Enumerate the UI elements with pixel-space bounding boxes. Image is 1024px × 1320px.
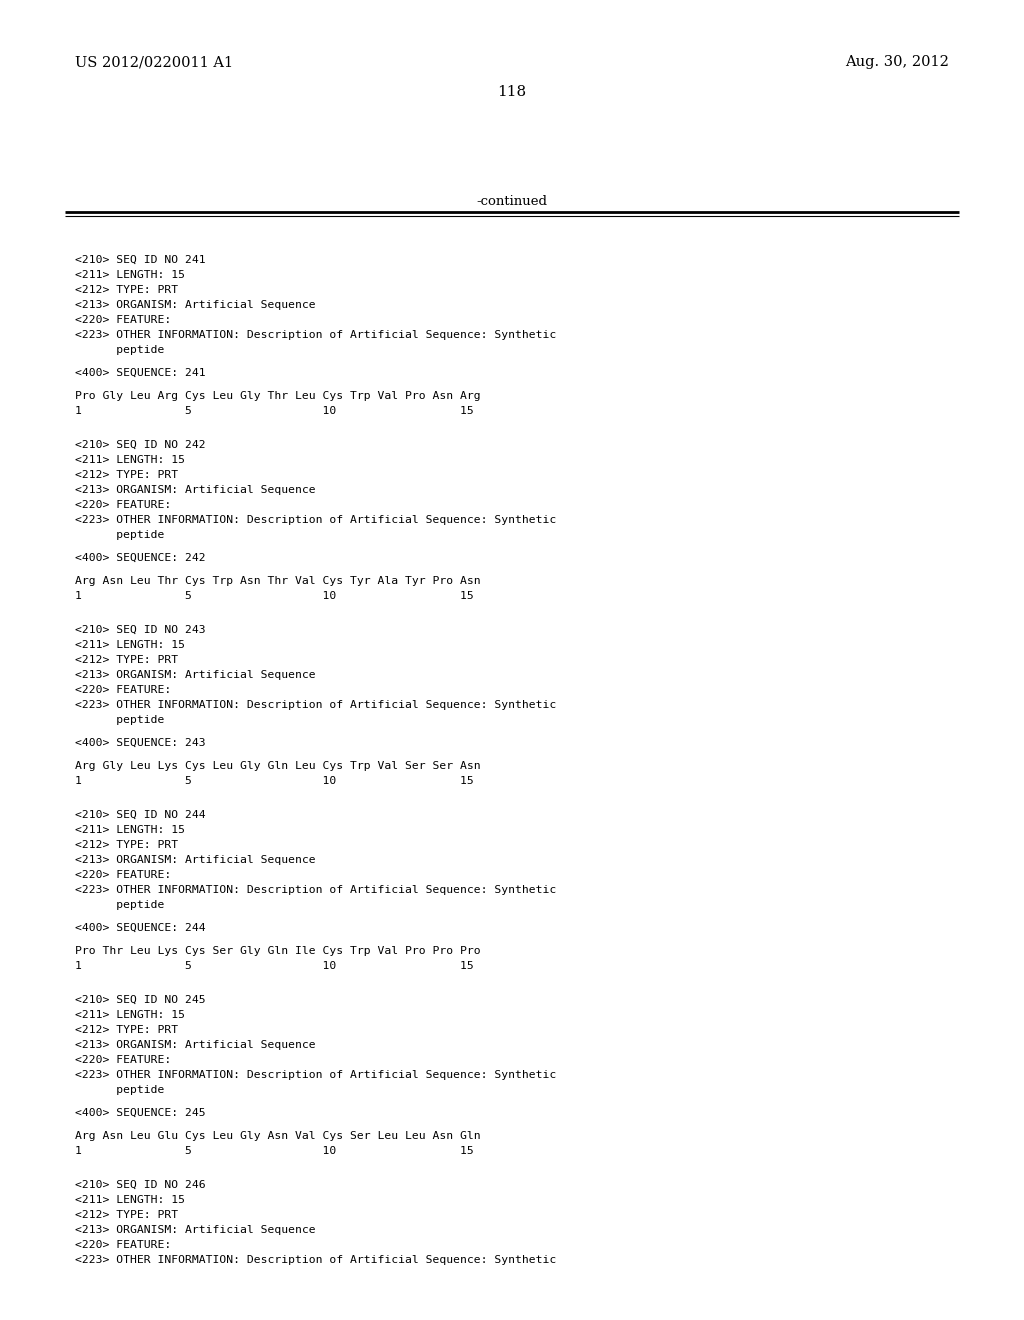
Text: <212> TYPE: PRT: <212> TYPE: PRT — [75, 1026, 178, 1035]
Text: 1               5                   10                  15: 1 5 10 15 — [75, 591, 474, 601]
Text: -continued: -continued — [476, 195, 548, 209]
Text: 1               5                   10                  15: 1 5 10 15 — [75, 961, 474, 972]
Text: <223> OTHER INFORMATION: Description of Artificial Sequence: Synthetic: <223> OTHER INFORMATION: Description of … — [75, 1071, 556, 1080]
Text: <210> SEQ ID NO 243: <210> SEQ ID NO 243 — [75, 624, 206, 635]
Text: Pro Gly Leu Arg Cys Leu Gly Thr Leu Cys Trp Val Pro Asn Arg: Pro Gly Leu Arg Cys Leu Gly Thr Leu Cys … — [75, 391, 480, 401]
Text: <212> TYPE: PRT: <212> TYPE: PRT — [75, 470, 178, 480]
Text: <212> TYPE: PRT: <212> TYPE: PRT — [75, 655, 178, 665]
Text: <212> TYPE: PRT: <212> TYPE: PRT — [75, 285, 178, 294]
Text: 118: 118 — [498, 84, 526, 99]
Text: <211> LENGTH: 15: <211> LENGTH: 15 — [75, 271, 185, 280]
Text: <213> ORGANISM: Artificial Sequence: <213> ORGANISM: Artificial Sequence — [75, 1225, 315, 1236]
Text: <211> LENGTH: 15: <211> LENGTH: 15 — [75, 455, 185, 465]
Text: <211> LENGTH: 15: <211> LENGTH: 15 — [75, 1010, 185, 1020]
Text: peptide: peptide — [75, 531, 165, 540]
Text: <210> SEQ ID NO 244: <210> SEQ ID NO 244 — [75, 810, 206, 820]
Text: <220> FEATURE:: <220> FEATURE: — [75, 315, 171, 325]
Text: Arg Asn Leu Glu Cys Leu Gly Asn Val Cys Ser Leu Leu Asn Gln: Arg Asn Leu Glu Cys Leu Gly Asn Val Cys … — [75, 1131, 480, 1140]
Text: peptide: peptide — [75, 1085, 165, 1096]
Text: Pro Thr Leu Lys Cys Ser Gly Gln Ile Cys Trp Val Pro Pro Pro: Pro Thr Leu Lys Cys Ser Gly Gln Ile Cys … — [75, 946, 480, 956]
Text: <211> LENGTH: 15: <211> LENGTH: 15 — [75, 640, 185, 649]
Text: Aug. 30, 2012: Aug. 30, 2012 — [845, 55, 949, 69]
Text: <213> ORGANISM: Artificial Sequence: <213> ORGANISM: Artificial Sequence — [75, 671, 315, 680]
Text: <220> FEATURE:: <220> FEATURE: — [75, 500, 171, 510]
Text: <220> FEATURE:: <220> FEATURE: — [75, 870, 171, 880]
Text: <211> LENGTH: 15: <211> LENGTH: 15 — [75, 825, 185, 836]
Text: <220> FEATURE:: <220> FEATURE: — [75, 685, 171, 696]
Text: <211> LENGTH: 15: <211> LENGTH: 15 — [75, 1195, 185, 1205]
Text: peptide: peptide — [75, 345, 165, 355]
Text: 1               5                   10                  15: 1 5 10 15 — [75, 1146, 474, 1156]
Text: <210> SEQ ID NO 241: <210> SEQ ID NO 241 — [75, 255, 206, 265]
Text: Arg Gly Leu Lys Cys Leu Gly Gln Leu Cys Trp Val Ser Ser Asn: Arg Gly Leu Lys Cys Leu Gly Gln Leu Cys … — [75, 762, 480, 771]
Text: <223> OTHER INFORMATION: Description of Artificial Sequence: Synthetic: <223> OTHER INFORMATION: Description of … — [75, 1255, 556, 1265]
Text: <213> ORGANISM: Artificial Sequence: <213> ORGANISM: Artificial Sequence — [75, 855, 315, 865]
Text: <220> FEATURE:: <220> FEATURE: — [75, 1239, 171, 1250]
Text: <212> TYPE: PRT: <212> TYPE: PRT — [75, 1210, 178, 1220]
Text: US 2012/0220011 A1: US 2012/0220011 A1 — [75, 55, 233, 69]
Text: <210> SEQ ID NO 246: <210> SEQ ID NO 246 — [75, 1180, 206, 1191]
Text: <212> TYPE: PRT: <212> TYPE: PRT — [75, 840, 178, 850]
Text: 1               5                   10                  15: 1 5 10 15 — [75, 407, 474, 416]
Text: <213> ORGANISM: Artificial Sequence: <213> ORGANISM: Artificial Sequence — [75, 300, 315, 310]
Text: <223> OTHER INFORMATION: Description of Artificial Sequence: Synthetic: <223> OTHER INFORMATION: Description of … — [75, 515, 556, 525]
Text: <223> OTHER INFORMATION: Description of Artificial Sequence: Synthetic: <223> OTHER INFORMATION: Description of … — [75, 884, 556, 895]
Text: <400> SEQUENCE: 245: <400> SEQUENCE: 245 — [75, 1107, 206, 1118]
Text: <223> OTHER INFORMATION: Description of Artificial Sequence: Synthetic: <223> OTHER INFORMATION: Description of … — [75, 700, 556, 710]
Text: peptide: peptide — [75, 900, 165, 909]
Text: <220> FEATURE:: <220> FEATURE: — [75, 1055, 171, 1065]
Text: <400> SEQUENCE: 244: <400> SEQUENCE: 244 — [75, 923, 206, 933]
Text: <400> SEQUENCE: 241: <400> SEQUENCE: 241 — [75, 368, 206, 378]
Text: <223> OTHER INFORMATION: Description of Artificial Sequence: Synthetic: <223> OTHER INFORMATION: Description of … — [75, 330, 556, 341]
Text: 1               5                   10                  15: 1 5 10 15 — [75, 776, 474, 785]
Text: <213> ORGANISM: Artificial Sequence: <213> ORGANISM: Artificial Sequence — [75, 1040, 315, 1049]
Text: <210> SEQ ID NO 242: <210> SEQ ID NO 242 — [75, 440, 206, 450]
Text: Arg Asn Leu Thr Cys Trp Asn Thr Val Cys Tyr Ala Tyr Pro Asn: Arg Asn Leu Thr Cys Trp Asn Thr Val Cys … — [75, 576, 480, 586]
Text: <213> ORGANISM: Artificial Sequence: <213> ORGANISM: Artificial Sequence — [75, 484, 315, 495]
Text: <210> SEQ ID NO 245: <210> SEQ ID NO 245 — [75, 995, 206, 1005]
Text: <400> SEQUENCE: 243: <400> SEQUENCE: 243 — [75, 738, 206, 748]
Text: <400> SEQUENCE: 242: <400> SEQUENCE: 242 — [75, 553, 206, 564]
Text: peptide: peptide — [75, 715, 165, 725]
